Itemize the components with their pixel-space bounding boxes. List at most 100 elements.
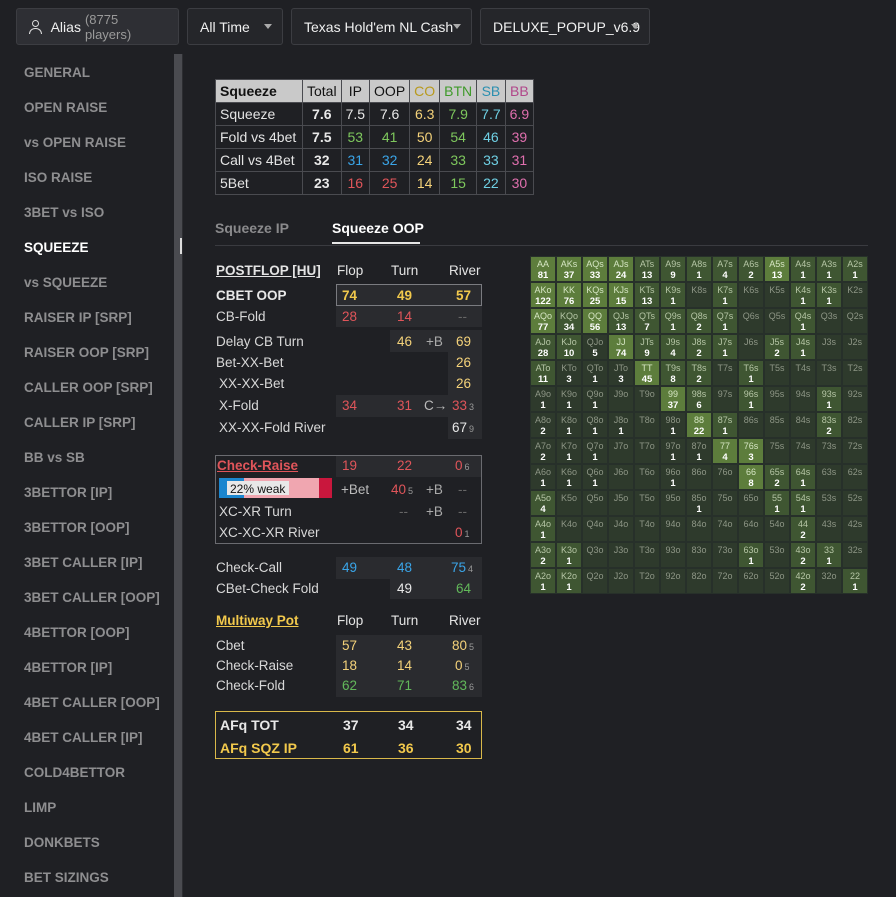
range-cell-kjo[interactable]: KJo 10 [556, 334, 582, 360]
range-cell-k4s[interactable]: K4s 1 [790, 282, 816, 308]
xx-xx-bet-river[interactable]: 26 [456, 376, 472, 391]
range-cell-22[interactable]: 22 1 [842, 568, 868, 594]
range-cell-q9s[interactable]: Q9s 1 [660, 308, 686, 334]
range-cell-q3o[interactable]: Q3o [582, 542, 608, 568]
sidebar-item-3bettor-oop[interactable]: 3BETTOR [OOP] [24, 520, 130, 535]
afq-tot-flop[interactable]: 37 [343, 717, 359, 733]
sidebar-item-limp[interactable]: LIMP [24, 800, 57, 815]
cbet-oop-river[interactable]: 57 [456, 288, 472, 303]
range-cell-t5s[interactable]: T5s [764, 360, 790, 386]
sidebar-item-4bet-caller-ip[interactable]: 4BET CALLER [IP] [24, 730, 143, 745]
range-cell-j4o[interactable]: J4o [608, 516, 634, 542]
check-raise-turn[interactable]: 22 [397, 458, 413, 473]
range-cell-k7o[interactable]: K7o 1 [556, 438, 582, 464]
range-cell-aqo[interactable]: AQo 77 [530, 308, 556, 334]
range-cell-qq[interactable]: QQ 56 [582, 308, 608, 334]
range-cell-52s[interactable]: 52s [842, 490, 868, 516]
range-cell-93o[interactable]: 93o [660, 542, 686, 568]
sidebar-item-caller-ip-srp[interactable]: CALLER IP [SRP] [24, 415, 136, 430]
sidebar-item-4bettor-oop[interactable]: 4BETTOR [OOP] [24, 625, 130, 640]
range-cell-t8s[interactable]: T8s 2 [686, 360, 712, 386]
range-cell-q6s[interactable]: Q6s [738, 308, 764, 334]
range-cell-j4s[interactable]: J4s 1 [790, 334, 816, 360]
range-cell-a2o[interactable]: A2o 1 [530, 568, 556, 594]
range-cell-76s[interactable]: 76s 3 [738, 438, 764, 464]
range-cell-a5o[interactable]: A5o 4 [530, 490, 556, 516]
range-cell-j3s[interactable]: J3s [816, 334, 842, 360]
range-cell-32s[interactable]: 32s [842, 542, 868, 568]
table-row[interactable]: Squeeze 7.6 7.5 7.6 6.3 7.9 7.7 6.9 [215, 102, 535, 126]
range-cell-aks[interactable]: AKs 37 [556, 256, 582, 282]
range-cell-q2o[interactable]: Q2o [582, 568, 608, 594]
range-cell-a4s[interactable]: A4s 1 [790, 256, 816, 282]
range-cell-95o[interactable]: 95o [660, 490, 686, 516]
x-fold-river[interactable]: 33 [452, 398, 468, 413]
range-cell-t6o[interactable]: T6o [634, 464, 660, 490]
range-cell-k4o[interactable]: K4o [556, 516, 582, 542]
range-cell-aqs[interactable]: AQs 33 [582, 256, 608, 282]
sidebar-item-4bet-caller-oop[interactable]: 4BET CALLER [OOP] [24, 695, 160, 710]
range-cell-kto[interactable]: KTo 3 [556, 360, 582, 386]
sidebar-item-3bet-caller-ip[interactable]: 3BET CALLER [IP] [24, 555, 143, 570]
range-cell-52o[interactable]: 52o [764, 568, 790, 594]
range-cell-j6s[interactable]: J6s [738, 334, 764, 360]
range-cell-a3s[interactable]: A3s 1 [816, 256, 842, 282]
check-raise-flop[interactable]: 19 [342, 458, 358, 473]
range-cell-k5o[interactable]: K5o [556, 490, 582, 516]
range-cell-q6o[interactable]: Q6o 1 [582, 464, 608, 490]
range-cell-ato[interactable]: ATo 11 [530, 360, 556, 386]
range-cell-63s[interactable]: 63s [816, 464, 842, 490]
range-cell-q8s[interactable]: Q8s 2 [686, 308, 712, 334]
cb-fold-river[interactable]: -- [458, 309, 467, 324]
sidebar-item-3bet-caller-oop[interactable]: 3BET CALLER [OOP] [24, 590, 160, 605]
range-cell-jts[interactable]: JTs 9 [634, 334, 660, 360]
range-cell-t7s[interactable]: T7s [712, 360, 738, 386]
range-cell-t9o[interactable]: T9o [634, 386, 660, 412]
range-cell-j3o[interactable]: J3o [608, 542, 634, 568]
range-cell-43s[interactable]: 43s [816, 516, 842, 542]
range-cell-62o[interactable]: 62o [738, 568, 764, 594]
x-fold-turn[interactable]: 31 [397, 398, 413, 413]
xx-xx-fold-river[interactable]: 67 [452, 420, 468, 435]
table-row[interactable]: Call vs 4Bet 32 31 32 24 33 33 31 [215, 148, 535, 172]
range-cell-55[interactable]: 55 1 [764, 490, 790, 516]
range-cell-t9s[interactable]: T9s 8 [660, 360, 686, 386]
range-cell-65o[interactable]: 65o [738, 490, 764, 516]
xc-xc-xr-river[interactable]: 0 [455, 525, 463, 540]
tab-squeeze-ip[interactable]: Squeeze IP [215, 220, 289, 236]
sidebar-item-general[interactable]: GENERAL [24, 65, 91, 80]
range-cell-97s[interactable]: 97s [712, 386, 738, 412]
range-cell-96s[interactable]: 96s 1 [738, 386, 764, 412]
range-cell-kqs[interactable]: KQs 25 [582, 282, 608, 308]
range-cell-t7o[interactable]: T7o [634, 438, 660, 464]
range-cell-q5o[interactable]: Q5o [582, 490, 608, 516]
sidebar-item-3bet-vs-iso[interactable]: 3BET vs ISO [24, 205, 105, 220]
check-raise-river[interactable]: 0 [455, 458, 463, 473]
range-cell-j5s[interactable]: J5s 2 [764, 334, 790, 360]
range-cell-93s[interactable]: 93s 1 [816, 386, 842, 412]
range-cell-85s[interactable]: 85s [764, 412, 790, 438]
range-cell-k7s[interactable]: K7s 1 [712, 282, 738, 308]
range-cell-84s[interactable]: 84s [790, 412, 816, 438]
range-cell-84o[interactable]: 84o [686, 516, 712, 542]
range-cell-a7o[interactable]: A7o 2 [530, 438, 556, 464]
range-cell-92s[interactable]: 92s [842, 386, 868, 412]
range-cell-73s[interactable]: 73s [816, 438, 842, 464]
range-cell-k3o[interactable]: K3o 1 [556, 542, 582, 568]
check-raise-turn-bet[interactable]: 40 [391, 482, 407, 497]
range-cell-99[interactable]: 99 37 [660, 386, 686, 412]
range-cell-qto[interactable]: QTo 1 [582, 360, 608, 386]
range-cell-k9s[interactable]: K9s 1 [660, 282, 686, 308]
range-cell-q7o[interactable]: Q7o 1 [582, 438, 608, 464]
range-cell-98s[interactable]: 98s 6 [686, 386, 712, 412]
range-cell-83o[interactable]: 83o [686, 542, 712, 568]
range-cell-42o[interactable]: 42o 2 [790, 568, 816, 594]
range-cell-a4o[interactable]: A4o 1 [530, 516, 556, 542]
range-cell-q9o[interactable]: Q9o 1 [582, 386, 608, 412]
range-cell-t3o[interactable]: T3o [634, 542, 660, 568]
range-cell-a6s[interactable]: A6s 2 [738, 256, 764, 282]
range-cell-a5s[interactable]: A5s 13 [764, 256, 790, 282]
sidebar-item-cold4bettor[interactable]: COLD4BETTOR [24, 765, 126, 780]
range-cell-j8s[interactable]: J8s 2 [686, 334, 712, 360]
tab-squeeze-oop[interactable]: Squeeze OOP [332, 220, 424, 236]
